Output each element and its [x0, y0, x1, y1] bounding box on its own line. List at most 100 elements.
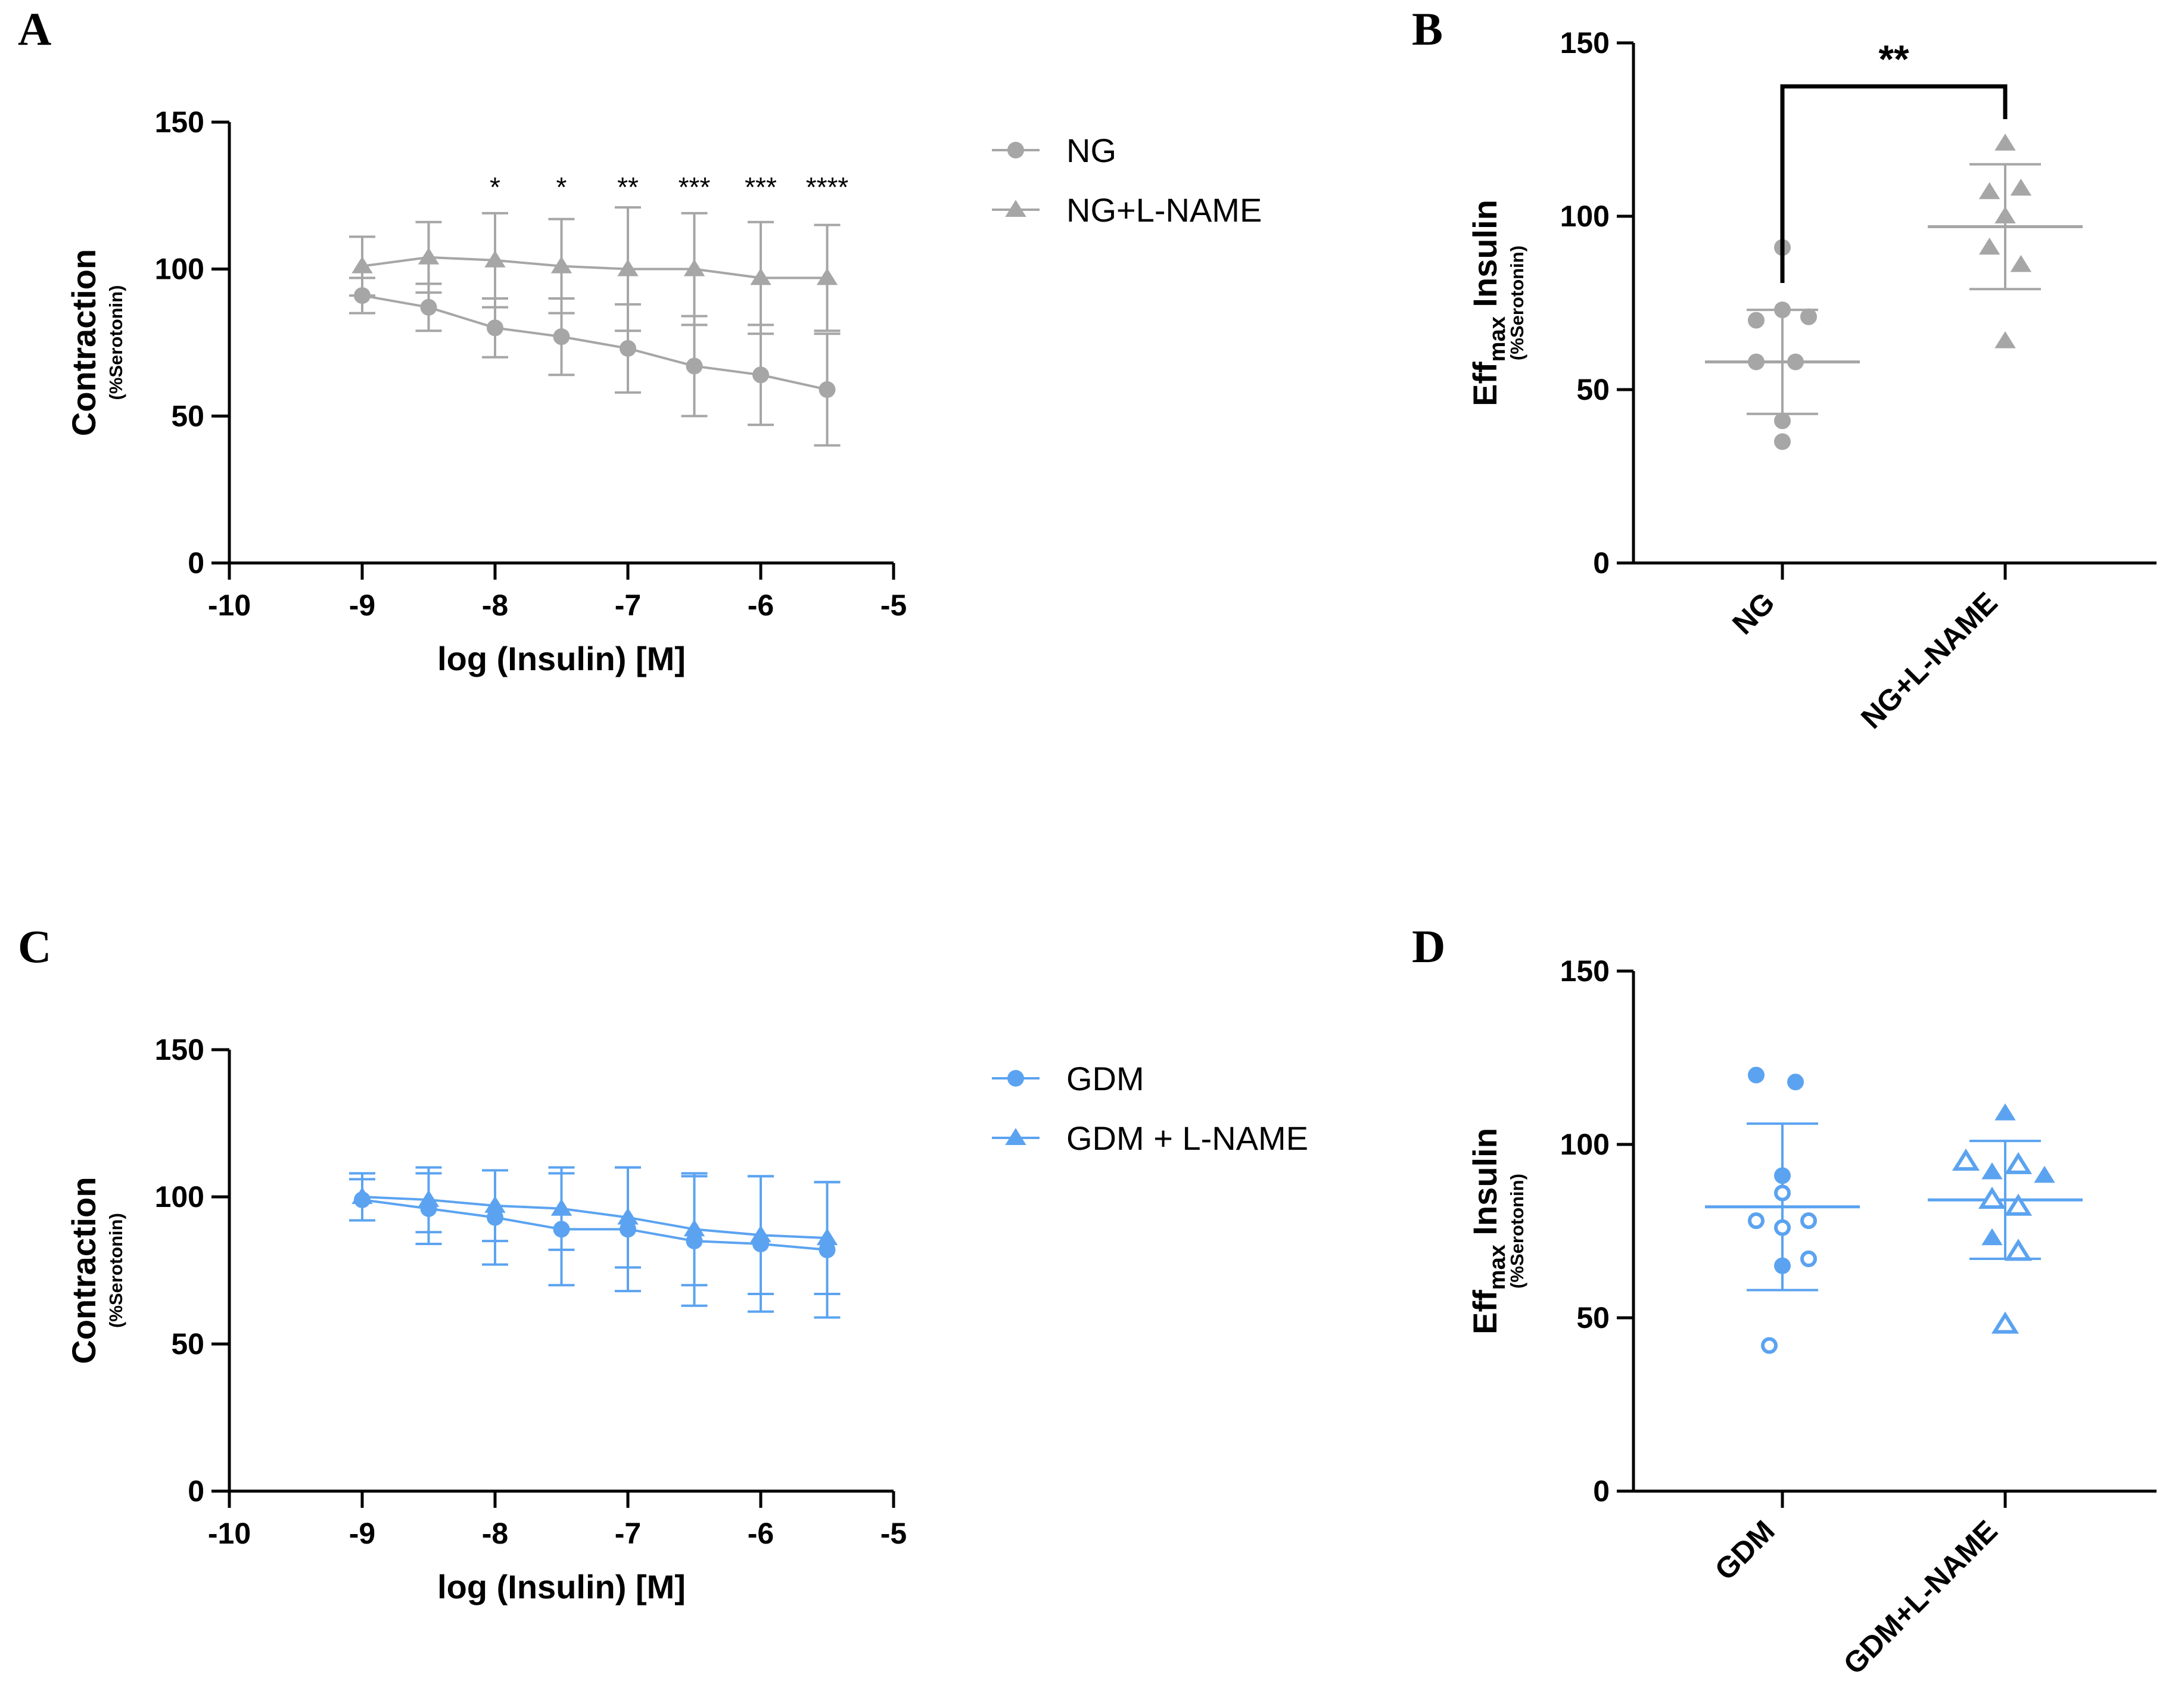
data-point — [2004, 1152, 2033, 1174]
data-point — [819, 381, 836, 398]
panel-label: C — [18, 920, 51, 972]
series-line — [362, 1196, 827, 1240]
data-point — [816, 267, 838, 285]
data-point — [420, 298, 437, 316]
y-title-tail: Insulin — [1466, 1128, 1504, 1245]
y-tick-label: 100 — [155, 253, 204, 286]
y-axis-subtitle: (%Serotonin) — [1507, 1174, 1527, 1289]
y-tick-label: 50 — [1576, 373, 1610, 406]
data-point — [1774, 412, 1791, 430]
data-point — [1774, 1184, 1791, 1202]
data-point — [2004, 1239, 2033, 1261]
y-tick-label: 150 — [155, 105, 204, 139]
y-axis-title: Effmax Insulin — [1466, 1128, 1510, 1334]
x-tick-label: -9 — [349, 1517, 375, 1550]
data-point — [1748, 1212, 1765, 1230]
panel-a: A 0 50 100 150 -10 -9 -8 -7 -6 -5 log (Insulin) [M]… — [18, 3, 1262, 677]
y-title-tail: Insulin — [1466, 200, 1504, 316]
y-title-main: Eff — [1466, 1290, 1504, 1334]
x-axis-title: log (Insulin) [M] — [437, 640, 686, 677]
data-point — [816, 1228, 838, 1246]
data-point — [1774, 1257, 1791, 1274]
y-tick-label: 150 — [1560, 26, 1610, 60]
y-axis-subtitle: (%Serotonin) — [105, 1213, 126, 1328]
x-tick-label: -7 — [615, 1517, 641, 1550]
data-point — [1952, 1148, 1980, 1171]
y-tick-label: 0 — [1593, 546, 1610, 580]
group-gdm: GDM — [1705, 1066, 1860, 1586]
significance-star: *** — [745, 172, 777, 203]
data-point — [351, 256, 373, 273]
y-axis-title: Contraction — [65, 249, 102, 436]
series-ng — [349, 276, 841, 447]
data-point — [2010, 178, 2032, 196]
data-point — [418, 1190, 440, 1207]
x-tick-label: -5 — [880, 1517, 907, 1550]
data-point — [1748, 312, 1765, 329]
significance-star: * — [556, 172, 567, 203]
y-axis-title: Effmax Insulin — [1466, 200, 1510, 406]
data-point — [1978, 182, 2000, 200]
data-point — [1774, 433, 1791, 450]
legend-marker — [1005, 1128, 1026, 1145]
legend-marker — [1007, 142, 1024, 158]
data-point — [1748, 1066, 1765, 1084]
data-point — [1994, 331, 2016, 349]
data-point — [550, 1199, 572, 1216]
data-point — [1800, 1212, 1817, 1230]
series-ng-l-name — [349, 206, 841, 335]
significance-label: ** — [1878, 37, 1909, 81]
data-point — [617, 259, 639, 276]
data-point — [750, 1225, 771, 1243]
legend-marker — [1005, 200, 1026, 217]
y-axis-subtitle: (%Serotonin) — [105, 285, 126, 400]
data-point — [1800, 308, 1817, 325]
y-tick-label: 100 — [155, 1180, 204, 1214]
y-title-subscript: max — [1485, 1245, 1510, 1290]
y-tick-label: 150 — [155, 1033, 204, 1066]
x-tick-label: NG — [1726, 586, 1781, 641]
series-gdm-l-name — [349, 1166, 841, 1296]
data-point — [1774, 301, 1791, 319]
x-tick-label: -7 — [615, 589, 641, 622]
significance-star: ** — [617, 172, 639, 203]
data-point — [550, 256, 572, 273]
data-point — [1774, 1219, 1791, 1236]
panel-c: C 0 50 100 150 -10 -9 -8 -7 -6 -5 log (Insulin) [M]… — [18, 920, 1308, 1606]
x-tick-label: -10 — [208, 589, 251, 622]
y-tick-label: 100 — [1560, 200, 1610, 233]
x-tick-label: -6 — [748, 1517, 774, 1550]
data-point — [1787, 353, 1804, 371]
x-tick-label: -10 — [208, 1517, 251, 1550]
data-point — [617, 1208, 639, 1225]
data-point — [1978, 1186, 2006, 1209]
data-point — [620, 340, 636, 357]
y-tick-label: 0 — [188, 546, 204, 580]
data-point — [418, 247, 440, 265]
data-point — [2004, 1193, 2033, 1216]
x-tick-label: -9 — [349, 589, 375, 622]
y-tick-label: 50 — [171, 399, 204, 433]
data-point — [553, 328, 570, 346]
data-point — [1981, 1228, 2003, 1246]
legend-label: GDM + L-NAME — [1066, 1119, 1308, 1157]
y-tick-label: 50 — [1576, 1301, 1610, 1334]
x-tick-label: GDM — [1709, 1514, 1781, 1586]
significance-bracket — [1780, 84, 2008, 283]
data-point — [752, 366, 769, 384]
legend-label: NG+L-NAME — [1066, 191, 1262, 229]
data-point — [1774, 1167, 1791, 1184]
data-point — [1994, 206, 2016, 223]
series-line — [362, 256, 827, 279]
y-tick-label: 150 — [1560, 954, 1610, 988]
data-point — [487, 319, 503, 337]
data-point — [2034, 1165, 2055, 1183]
data-point — [1991, 1311, 2019, 1334]
data-point — [484, 1196, 506, 1213]
group-ng: NG — [1705, 239, 1860, 641]
x-tick-label: -8 — [482, 1517, 508, 1550]
y-title-subscript: max — [1485, 316, 1510, 362]
data-point — [1800, 1250, 1817, 1268]
data-point — [1748, 353, 1765, 371]
